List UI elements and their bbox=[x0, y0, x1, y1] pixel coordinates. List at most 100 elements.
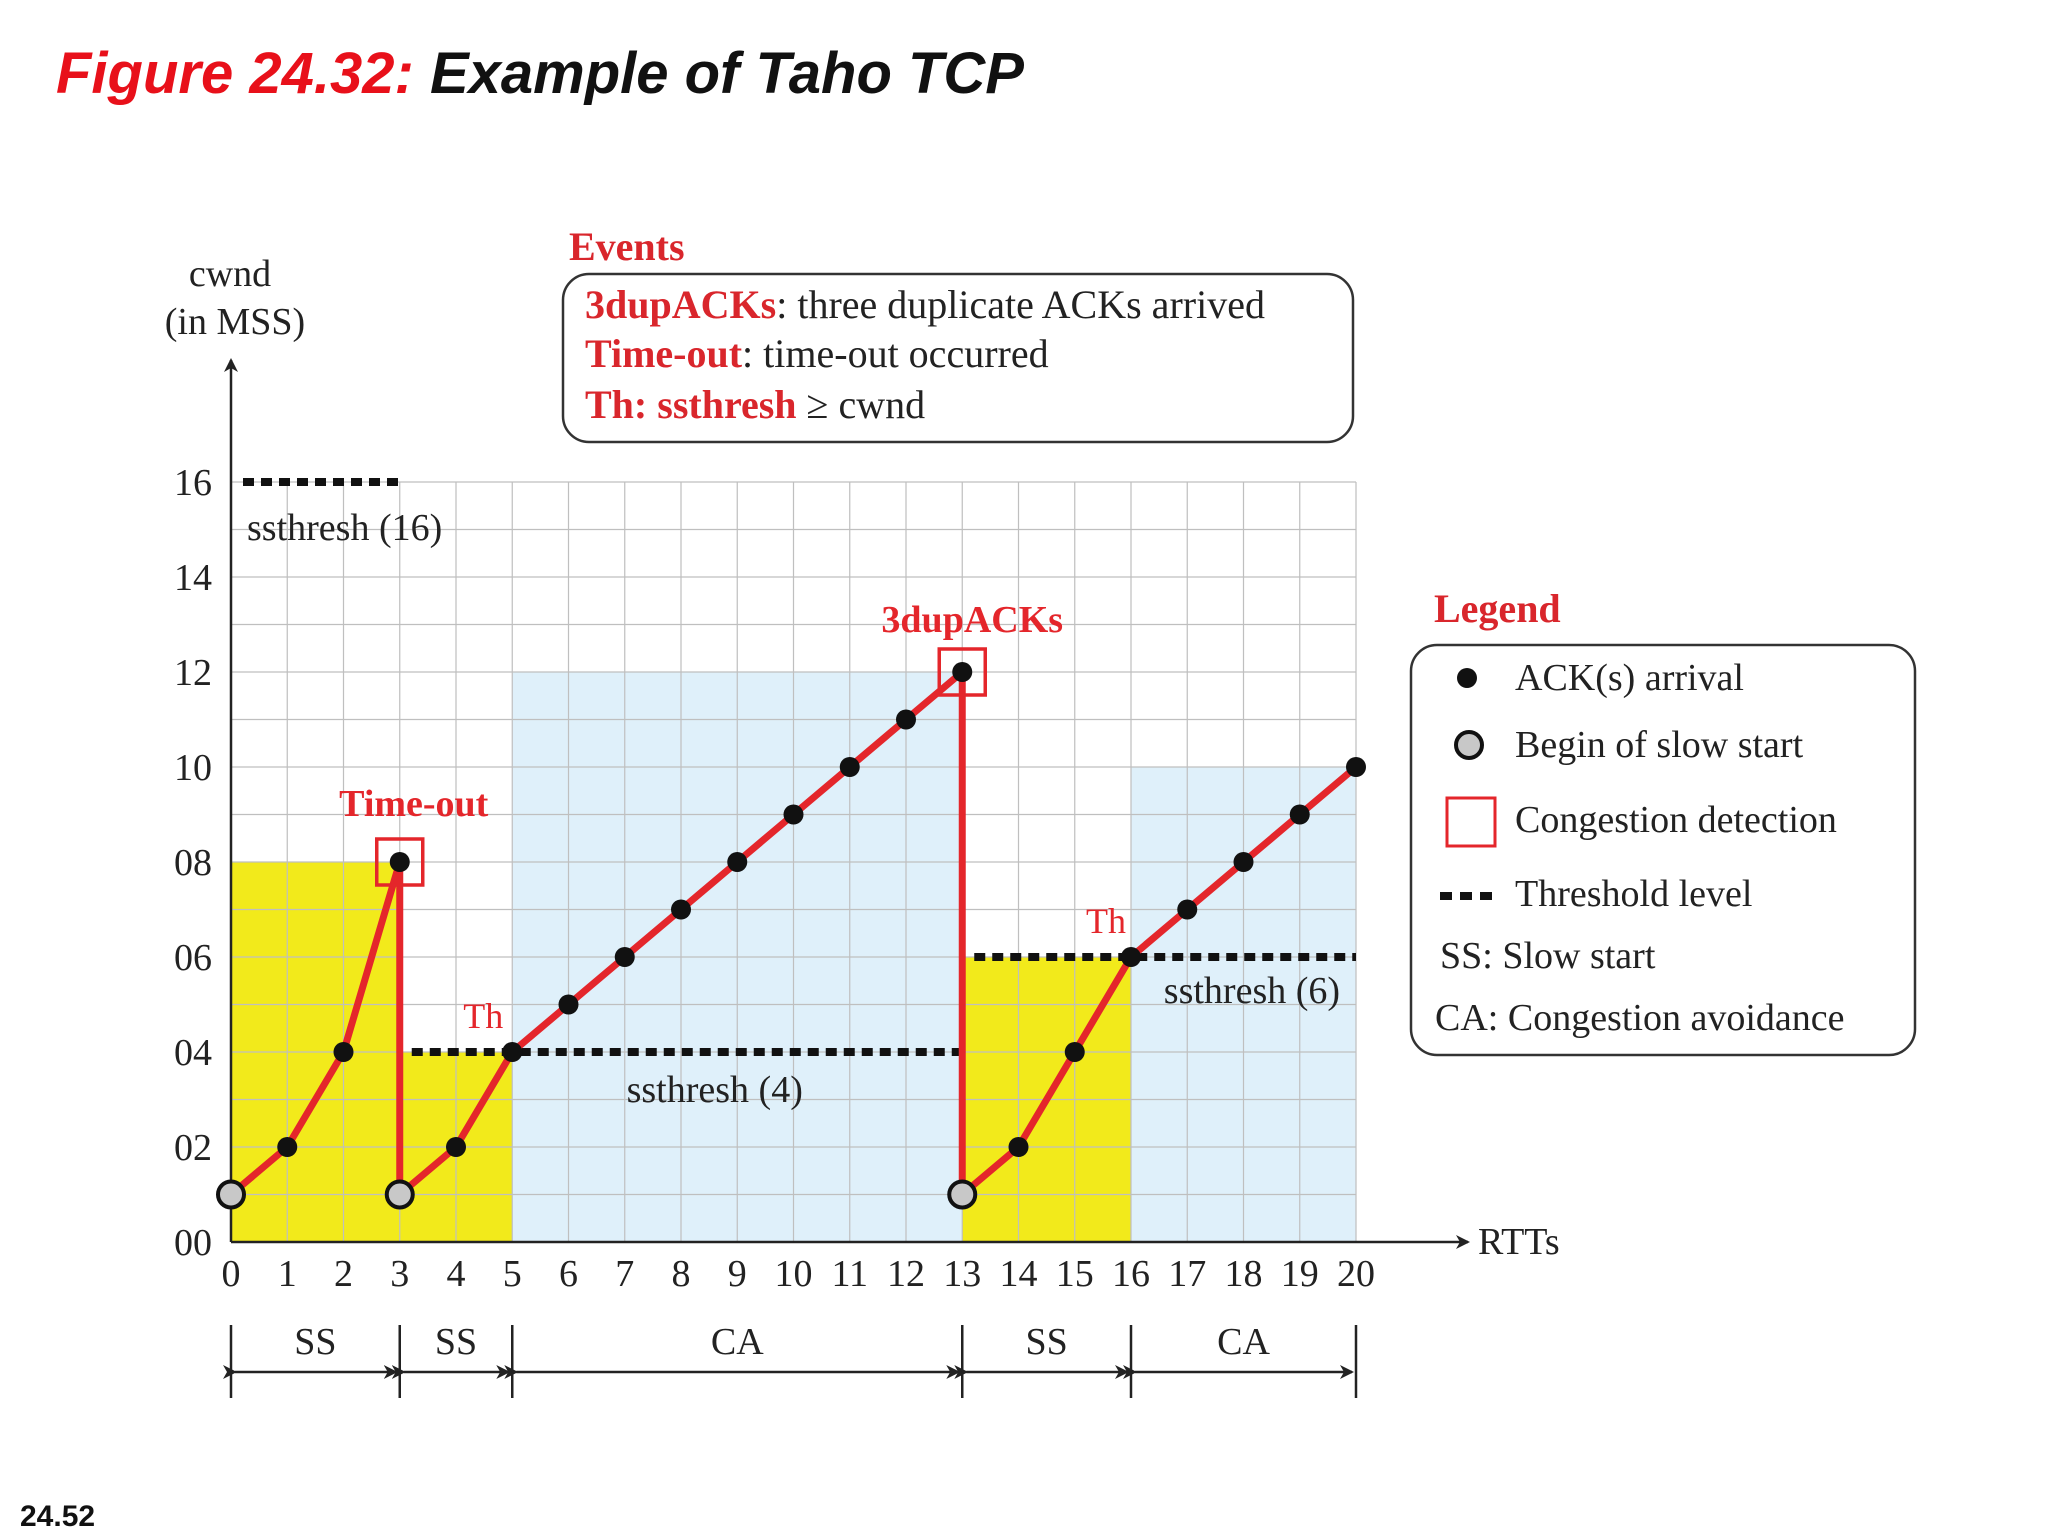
annotations: Time-out 3dupACKs Th Th bbox=[339, 599, 1126, 1036]
phase-label: SS bbox=[294, 1321, 336, 1363]
x-tick-label: 0 bbox=[222, 1253, 241, 1295]
slow-start-point bbox=[947, 1179, 978, 1210]
ack-point bbox=[1121, 947, 1141, 967]
events-heading: Events bbox=[569, 224, 685, 269]
ack-point bbox=[389, 852, 410, 872]
ack-point bbox=[896, 709, 916, 730]
slide-number: 24.52 bbox=[20, 1500, 96, 1533]
y-tick-label: 02 bbox=[174, 1127, 212, 1169]
congestion-marker bbox=[937, 647, 987, 697]
x-tick-label: 4 bbox=[447, 1253, 466, 1295]
events-desc: ≥ cwnd bbox=[797, 382, 926, 427]
ack-point bbox=[1008, 1137, 1029, 1157]
x-tick-label: 20 bbox=[1337, 1253, 1375, 1295]
y-tick-label: 04 bbox=[174, 1032, 212, 1074]
x-tick-label: 16 bbox=[1112, 1253, 1150, 1295]
slide-title: Figure 24.32: Example of Taho TCP bbox=[56, 40, 1024, 107]
events-item-3dupacks: 3dupACKs: three duplicate ACKs arrived bbox=[585, 282, 1265, 327]
legend-item-ss: SS: Slow start bbox=[1440, 935, 1656, 977]
threshold-lines: ssthresh (16) ssthresh (4) ssthresh (6) bbox=[243, 478, 1356, 1111]
x-tick-label: 3 bbox=[390, 1253, 409, 1295]
events-item-th: Th: ssthresh ≥ cwnd bbox=[585, 382, 925, 427]
axes bbox=[224, 358, 1470, 1249]
phase-label: CA bbox=[1217, 1321, 1270, 1363]
x-tick-label: 17 bbox=[1168, 1253, 1206, 1295]
figure-number: Figure 24.32: bbox=[56, 41, 414, 106]
events-desc: three duplicate ACKs arrived bbox=[787, 282, 1265, 327]
x-tick-label: 9 bbox=[728, 1253, 747, 1295]
x-tick-label: 11 bbox=[831, 1253, 868, 1295]
x-tick-label: 18 bbox=[1225, 1253, 1263, 1295]
y-axis-label-line2: (in MSS) bbox=[165, 301, 305, 343]
phase-label: SS bbox=[435, 1321, 477, 1363]
y-tick-label: 14 bbox=[174, 557, 212, 599]
events-term: Time-out bbox=[585, 331, 743, 376]
x-tick-label: 15 bbox=[1056, 1253, 1094, 1295]
events-box bbox=[561, 272, 1355, 444]
ack-point bbox=[952, 662, 973, 682]
y-axis-label-line1: cwnd bbox=[189, 253, 271, 295]
x-tick-label: 5 bbox=[503, 1253, 522, 1295]
legend-heading: Legend bbox=[1434, 586, 1561, 631]
slow-start-circle-icon bbox=[1454, 730, 1484, 760]
events-term: Th: ssthresh bbox=[585, 382, 797, 427]
data-markers bbox=[216, 647, 1366, 1210]
slow-start-point bbox=[216, 1179, 246, 1210]
congestion-square-icon bbox=[1445, 796, 1497, 848]
legend-item-slow-start: Begin of slow start bbox=[1515, 724, 1804, 766]
legend-item-threshold: Threshold level bbox=[1515, 873, 1752, 915]
ack-point bbox=[614, 947, 635, 967]
legend-item-ack: ACK(s) arrival bbox=[1515, 657, 1744, 699]
phase-brackets: SS SS CA SS CA bbox=[223, 1321, 1358, 1398]
ack-point bbox=[558, 994, 579, 1015]
x-tick-label: 14 bbox=[1000, 1253, 1038, 1295]
x-tick-label: 8 bbox=[672, 1253, 691, 1295]
phase-label: SS bbox=[1025, 1321, 1067, 1363]
x-tick-label: 12 bbox=[887, 1253, 925, 1295]
ack-point bbox=[783, 804, 804, 825]
threshold-label: ssthresh (4) bbox=[627, 1069, 803, 1111]
phase-label: CA bbox=[711, 1321, 764, 1363]
ack-point bbox=[1289, 804, 1310, 825]
y-tick-label: 10 bbox=[174, 747, 212, 789]
ack-point bbox=[446, 1137, 466, 1157]
x-tick-label: 10 bbox=[775, 1253, 813, 1295]
ack-point bbox=[727, 852, 748, 872]
ack-point bbox=[1064, 1042, 1085, 1062]
ack-point bbox=[277, 1137, 298, 1157]
x-tick-label: 13 bbox=[943, 1253, 981, 1295]
annotation-label: Time-out bbox=[339, 783, 489, 825]
y-tick-label: 16 bbox=[174, 462, 212, 504]
annotation-label: Th bbox=[1086, 901, 1126, 941]
events-desc: time-out occurred bbox=[753, 331, 1048, 376]
figure-title: Example of Taho TCP bbox=[429, 41, 1024, 106]
events-sep: : bbox=[742, 331, 753, 376]
annotation-label: 3dupACKs bbox=[881, 599, 1063, 641]
ack-point bbox=[839, 757, 860, 777]
ack-point bbox=[671, 899, 691, 920]
threshold-label: ssthresh (16) bbox=[247, 507, 442, 549]
x-axis-label: RTTs bbox=[1478, 1221, 1560, 1263]
x-tick-label: 19 bbox=[1281, 1253, 1319, 1295]
slow-start-point bbox=[384, 1179, 415, 1210]
x-tick-label: 1 bbox=[278, 1253, 297, 1295]
x-tick-label: 7 bbox=[615, 1253, 634, 1295]
ack-point bbox=[333, 1042, 354, 1062]
events-item-timeout: Time-out: time-out occurred bbox=[585, 331, 1049, 376]
legend-item-ca: CA: Congestion avoidance bbox=[1435, 997, 1844, 1039]
ack-point bbox=[1346, 757, 1366, 777]
legend-box bbox=[1409, 643, 1917, 1057]
y-tick-label: 06 bbox=[174, 937, 212, 979]
threshold-label: ssthresh (6) bbox=[1164, 970, 1340, 1012]
ack-dot-icon bbox=[1457, 668, 1477, 688]
y-tick-label: 00 bbox=[174, 1222, 212, 1264]
y-tick-label: 08 bbox=[174, 842, 212, 884]
events-sep: : bbox=[776, 282, 787, 327]
ack-point bbox=[502, 1042, 523, 1062]
events-term: 3dupACKs bbox=[585, 282, 776, 327]
annotation-label: Th bbox=[463, 996, 503, 1036]
ack-point bbox=[1177, 899, 1198, 920]
legend-item-congestion: Congestion detection bbox=[1515, 799, 1837, 841]
